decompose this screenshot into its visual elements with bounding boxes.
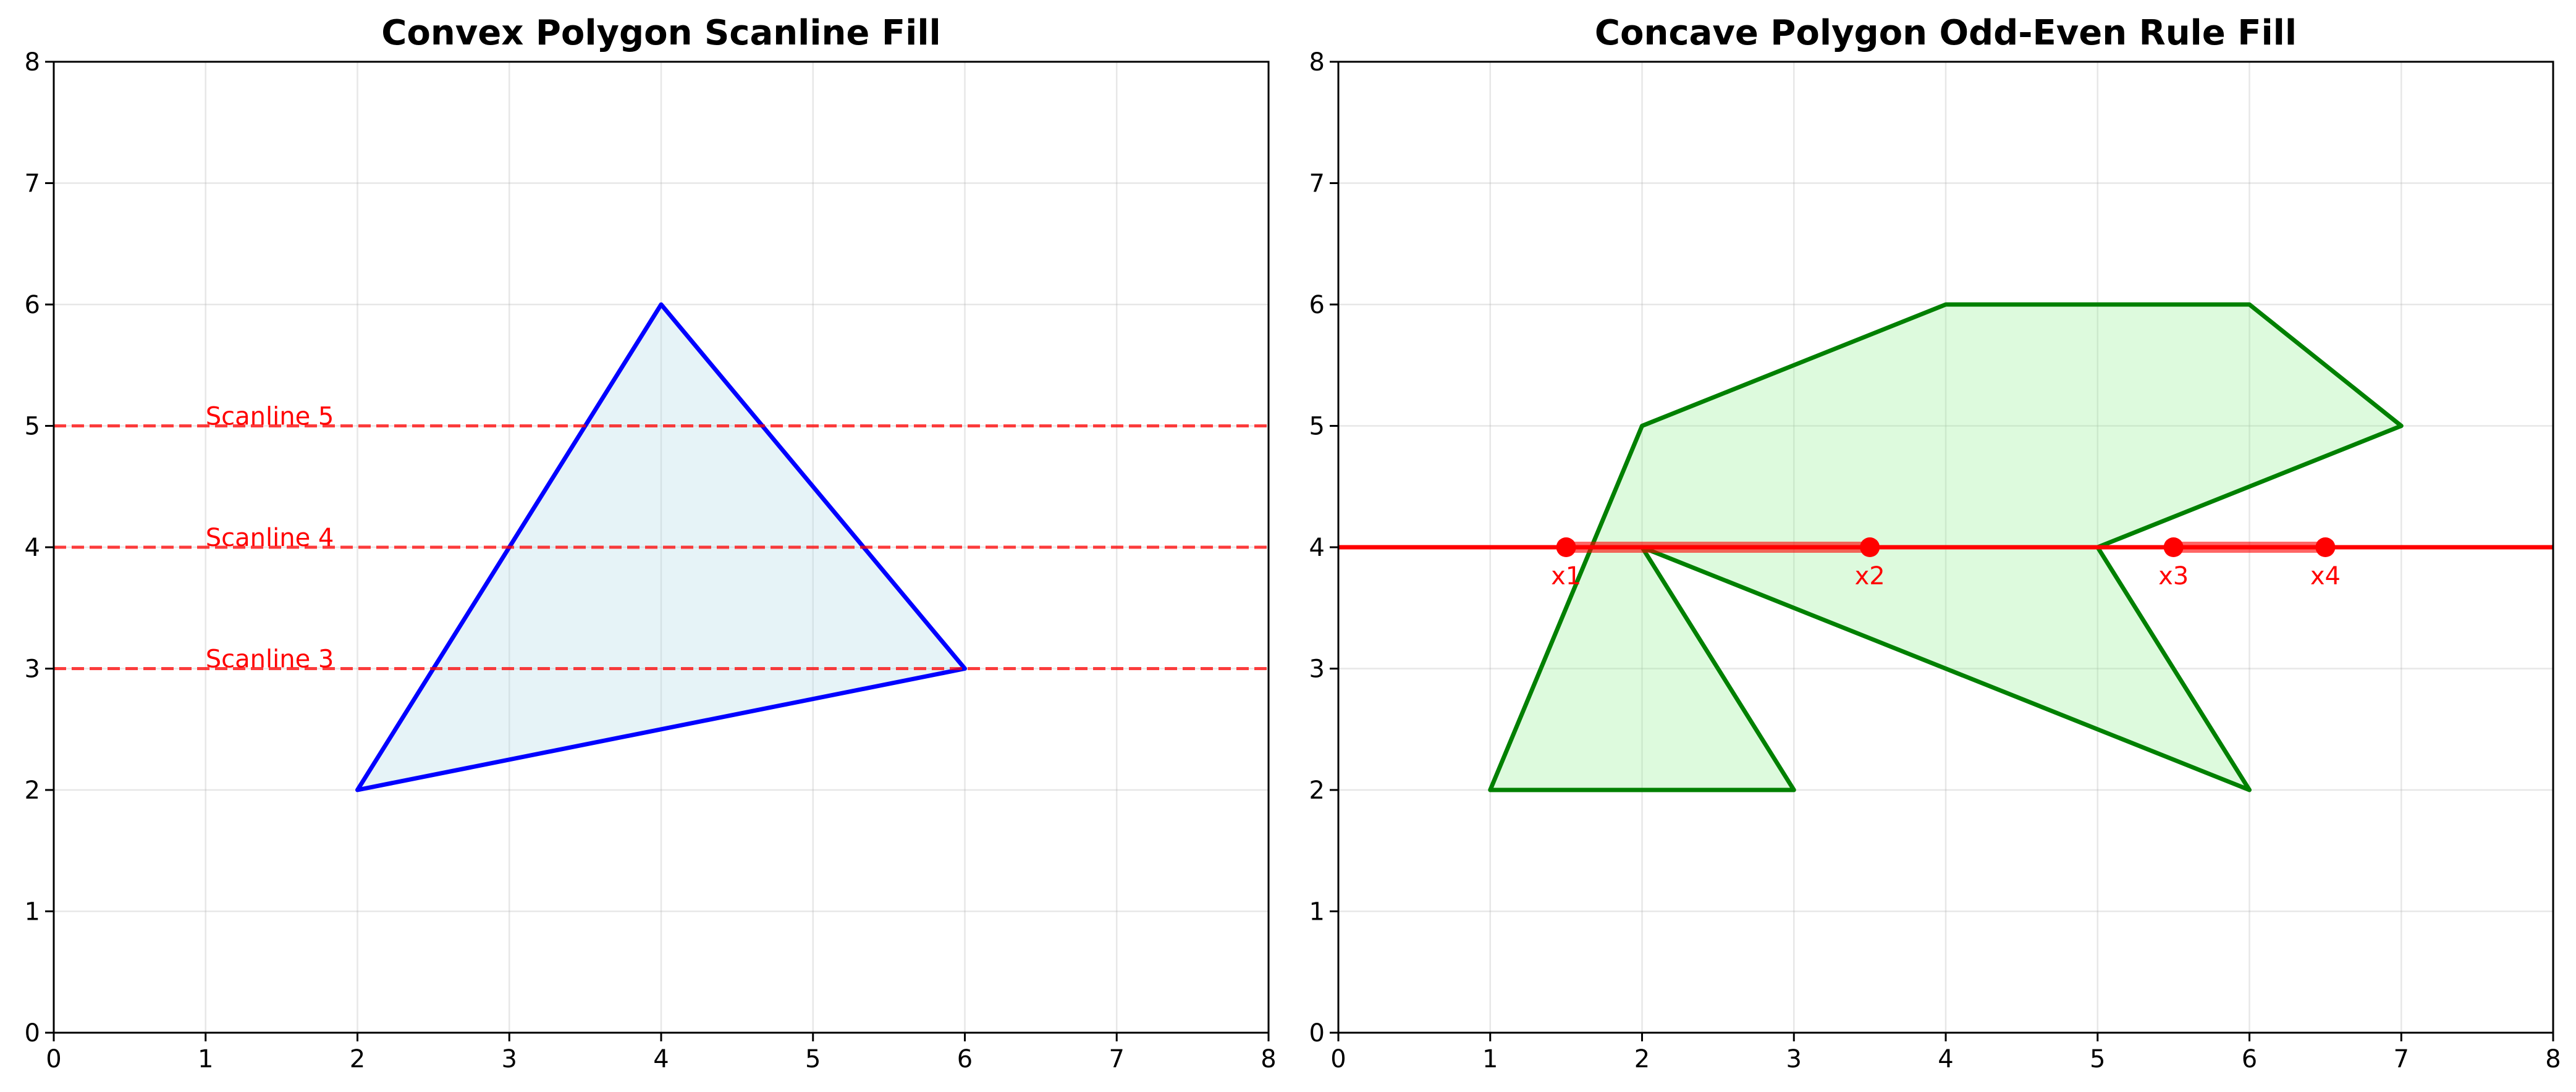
x-tick-label: 1	[198, 1045, 213, 1073]
x-tick-label: 8	[1261, 1045, 1276, 1073]
y-tick-label: 4	[25, 534, 40, 562]
x-tick-label: 8	[2545, 1045, 2561, 1073]
chart-title: Concave Polygon Odd-Even Rule Fill	[1595, 13, 2297, 53]
chart-title: Convex Polygon Scanline Fill	[381, 13, 940, 53]
x-tick-label: 0	[1330, 1045, 1346, 1073]
intersection-point	[1860, 537, 1880, 557]
intersection-label: x3	[2158, 562, 2189, 590]
chart-convex-polygon: 0 1 2 3 4 5 6 7 8 0 1 2 3 4 5 6 7 8 Scanline 3 Scanline 4 Sc…	[25, 13, 1277, 1073]
y-tick-label: 1	[1309, 898, 1325, 926]
y-tick-label: 6	[25, 291, 40, 319]
y-tick-label: 6	[1309, 291, 1325, 319]
x-tick-label: 2	[350, 1045, 365, 1073]
x-tick-label: 6	[957, 1045, 973, 1073]
x-tick-label: 5	[2090, 1045, 2105, 1073]
scanline-label: Scanline 4	[206, 524, 334, 552]
intersection-label: x1	[1551, 562, 1581, 590]
scanline-label: Scanline 5	[206, 403, 334, 431]
intersection-point	[2315, 537, 2336, 557]
y-tick-label: 3	[25, 655, 40, 684]
y-tick-label: 1	[25, 898, 40, 926]
x-tick-label: 3	[1786, 1045, 1802, 1073]
y-tick-label: 0	[25, 1019, 40, 1048]
y-tick-label: 2	[25, 776, 40, 805]
x-tick-label: 4	[1938, 1045, 1953, 1073]
y-tick-label: 5	[1309, 413, 1325, 441]
x-tick-label: 2	[1634, 1045, 1650, 1073]
y-tick-label: 0	[1309, 1019, 1325, 1048]
y-tick-label: 7	[25, 170, 40, 198]
axes-frame	[53, 61, 1270, 1034]
x-tick-label: 7	[2394, 1045, 2409, 1073]
y-tick-label: 5	[25, 413, 40, 441]
x-tick-label: 3	[502, 1045, 517, 1073]
y-tick-label: 7	[1309, 170, 1325, 198]
x-tick-label: 5	[805, 1045, 821, 1073]
intersection-label: x4	[2310, 562, 2341, 590]
x-tick-label: 0	[46, 1045, 61, 1073]
scanline-label: Scanline 3	[206, 645, 334, 674]
y-tick-label: 4	[1309, 534, 1325, 562]
y-tick-label: 8	[1309, 48, 1325, 77]
y-tick-label: 3	[1309, 655, 1325, 684]
polygon-edge	[1488, 302, 2404, 792]
x-tick-label: 7	[1109, 1045, 1125, 1073]
chart-concave-polygon: 0 1 2 3 4 5 6 7 8 0 1 2 3 4 5 6 7 8 x1 x2 x3 x4 Concave Polygo…	[1309, 13, 2561, 1073]
axes-frame	[1337, 61, 2554, 1034]
x-tick-label: 6	[2242, 1045, 2257, 1073]
x-tick-label: 4	[653, 1045, 669, 1073]
y-tick-label: 2	[1309, 776, 1325, 805]
intersection-point	[2163, 537, 2184, 557]
intersection-label: x2	[1855, 562, 1885, 590]
x-tick-label: 1	[1482, 1045, 1498, 1073]
intersection-point	[1556, 537, 1576, 557]
y-tick-label: 8	[25, 48, 40, 77]
